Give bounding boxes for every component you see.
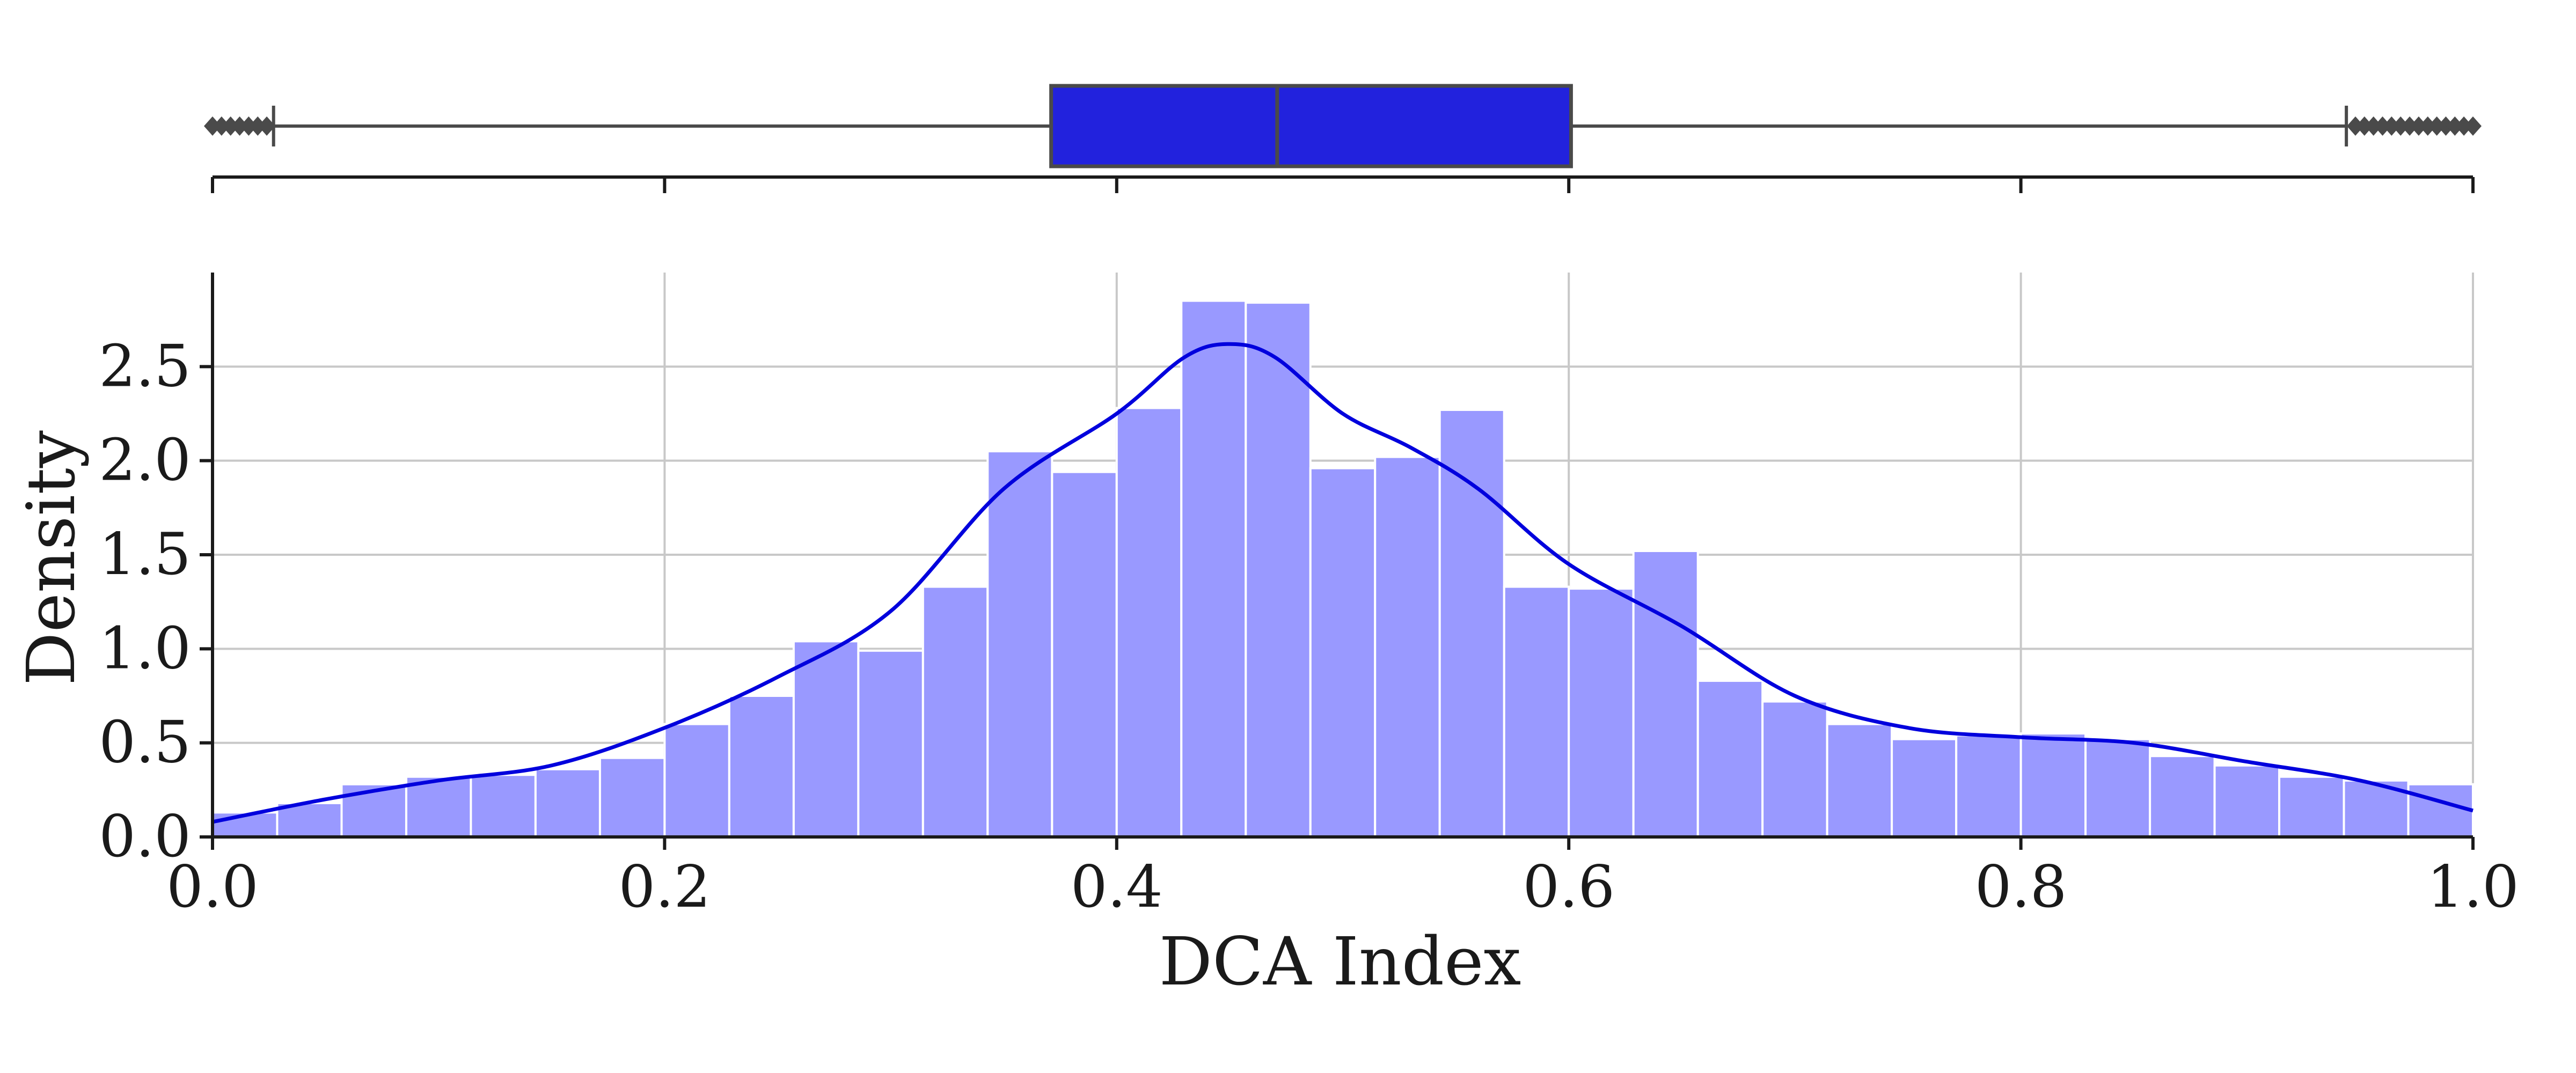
histogram-bar-13 bbox=[1051, 471, 1118, 838]
x-tick-label-3: 0.6 bbox=[1523, 854, 1615, 921]
x-tick-label-5: 1.0 bbox=[2427, 854, 2519, 921]
histogram-bars bbox=[211, 299, 2474, 839]
histogram-bar-19 bbox=[1438, 408, 1505, 838]
outlier-high-13 bbox=[2464, 116, 2482, 136]
x-tick-label-2: 0.4 bbox=[1071, 854, 1163, 921]
outlier-low-3 bbox=[231, 116, 248, 136]
y-tick-label-2: 1.0 bbox=[99, 615, 191, 682]
outlier-high-8 bbox=[2419, 116, 2436, 136]
y-tick-label-1: 0.5 bbox=[99, 709, 191, 776]
histogram-bar-4 bbox=[470, 774, 537, 839]
outlier-low-5 bbox=[249, 116, 267, 136]
box-iqr bbox=[1049, 84, 1573, 168]
outlier-high-6 bbox=[2401, 116, 2419, 136]
x-axis-title: DCA Index bbox=[1159, 923, 1521, 1001]
outlier-high-11 bbox=[2446, 116, 2464, 136]
x-tick-label-0: 0.0 bbox=[166, 854, 259, 921]
y-tick-label-5: 2.5 bbox=[99, 333, 191, 400]
x-tick-label-1: 0.2 bbox=[619, 854, 711, 921]
histogram-bar-17 bbox=[1309, 467, 1377, 838]
histogram-bar-18 bbox=[1374, 455, 1441, 838]
histogram-bar-16 bbox=[1245, 302, 1312, 838]
outlier-high-7 bbox=[2410, 116, 2427, 136]
histogram-bar-21 bbox=[1568, 587, 1635, 838]
kde-line bbox=[212, 342, 2473, 824]
outlier-high-9 bbox=[2428, 116, 2446, 136]
histogram-bar-11 bbox=[921, 585, 989, 838]
histogram-bar-31 bbox=[2213, 764, 2281, 839]
outlier-high-2 bbox=[2365, 116, 2382, 136]
histogram-bar-25 bbox=[1826, 723, 1893, 838]
y-tick-label-0: 0.0 bbox=[99, 803, 191, 870]
outlier-low-4 bbox=[240, 116, 258, 136]
outlier-low-2 bbox=[222, 116, 239, 136]
histogram-bar-26 bbox=[1891, 738, 1958, 838]
histogram-bar-5 bbox=[534, 768, 601, 839]
histogram-bar-23 bbox=[1696, 679, 1764, 838]
histogram-bar-32 bbox=[2278, 775, 2345, 838]
histogram-bar-24 bbox=[1761, 700, 1828, 839]
histogram-bar-10 bbox=[857, 649, 924, 838]
box-plot-panel bbox=[204, 84, 2482, 193]
y-tick-label-4: 2.0 bbox=[99, 427, 191, 494]
histogram-bar-9 bbox=[792, 640, 860, 838]
outlier-high-10 bbox=[2437, 116, 2455, 136]
histogram-bar-20 bbox=[1503, 585, 1570, 838]
histogram-bar-29 bbox=[2084, 738, 2151, 838]
y-axis-title: Density bbox=[13, 430, 90, 686]
outlier-low-0 bbox=[204, 116, 221, 136]
histogram-panel: 0.0 0.2 0.4 0.6 0.8 1.0 0.0 0.5 1.0 1.5 2.0 2.5 DCA… bbox=[13, 273, 2519, 1001]
outlier-low-1 bbox=[213, 116, 230, 136]
outlier-high-1 bbox=[2355, 116, 2373, 136]
histogram-bar-27 bbox=[1955, 734, 2022, 839]
histogram-bar-12 bbox=[986, 450, 1053, 838]
histogram-bar-6 bbox=[598, 756, 666, 838]
axes: 0.0 0.2 0.4 0.6 0.8 1.0 0.0 0.5 1.0 1.5 2.0 2.5 bbox=[99, 273, 2519, 921]
outlier-high-0 bbox=[2346, 116, 2364, 136]
histogram-bar-15 bbox=[1180, 299, 1247, 838]
outlier-high-12 bbox=[2455, 116, 2473, 136]
outlier-high-5 bbox=[2392, 116, 2410, 136]
histogram-bar-34 bbox=[2407, 783, 2474, 839]
x-tick-label-4: 0.8 bbox=[1975, 854, 2067, 921]
outlier-high-3 bbox=[2374, 116, 2391, 136]
outlier-low-6 bbox=[258, 116, 276, 136]
histogram-bar-28 bbox=[2019, 732, 2087, 838]
y-tick-label-3: 1.5 bbox=[99, 521, 191, 588]
histogram-bar-8 bbox=[728, 695, 795, 838]
histogram-bar-30 bbox=[2149, 755, 2216, 839]
outlier-high-4 bbox=[2383, 116, 2401, 136]
histogram-bar-7 bbox=[663, 723, 730, 838]
histogram-bar-22 bbox=[1632, 549, 1699, 838]
histogram-bar-14 bbox=[1115, 407, 1183, 838]
kde-layer bbox=[212, 342, 2473, 824]
